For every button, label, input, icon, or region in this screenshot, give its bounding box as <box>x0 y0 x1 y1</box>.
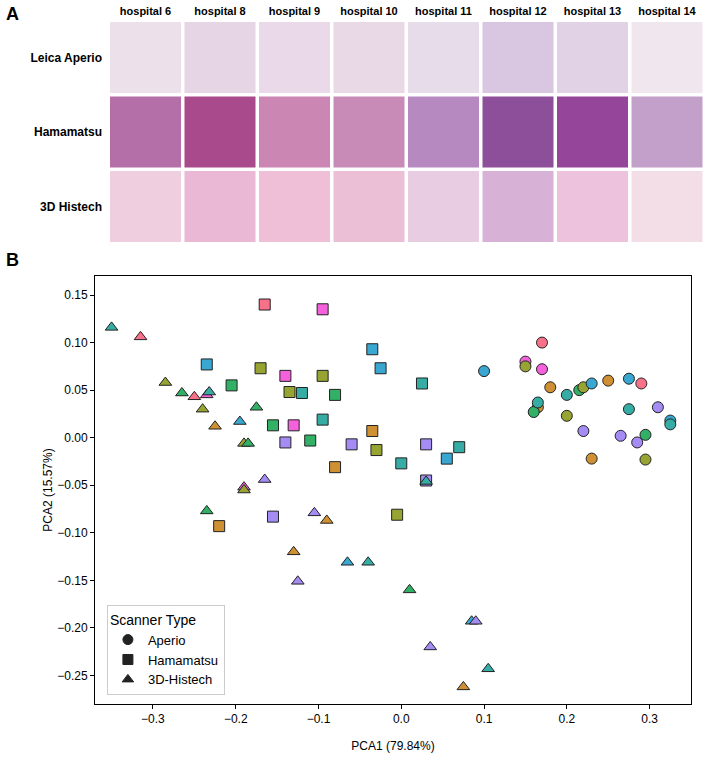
svg-text:−0.20: −0.20 <box>57 621 88 635</box>
svg-text:−0.25: −0.25 <box>57 669 88 683</box>
svg-text:−0.15: −0.15 <box>57 574 88 588</box>
svg-text:3D Histech: 3D Histech <box>40 200 102 214</box>
svg-text:hospital 11: hospital 11 <box>415 5 472 17</box>
svg-text:0.0: 0.0 <box>393 712 410 726</box>
svg-text:hospital 12: hospital 12 <box>489 5 546 17</box>
svg-text:hospital 9: hospital 9 <box>269 5 320 17</box>
svg-text:Hamamatsu: Hamamatsu <box>34 125 102 139</box>
svg-text:−0.10: −0.10 <box>57 526 88 540</box>
html-text:B: B <box>6 250 19 270</box>
svg-text:hospital 13: hospital 13 <box>564 5 621 17</box>
svg-text:hospital 8: hospital 8 <box>194 5 245 17</box>
svg-text:hospital 6: hospital 6 <box>120 5 171 17</box>
svg-text:−0.2: −0.2 <box>224 712 248 726</box>
svg-text:PCA2 (15.57%): PCA2 (15.57%) <box>41 448 55 531</box>
svg-text:hospital 14: hospital 14 <box>638 5 696 17</box>
svg-text:0.05: 0.05 <box>64 383 88 397</box>
svg-text:−0.3: −0.3 <box>141 712 165 726</box>
svg-text:Leica Aperio: Leica Aperio <box>30 51 102 65</box>
svg-text:hospital 10: hospital 10 <box>340 5 397 17</box>
svg-text:Scanner Type: Scanner Type <box>110 612 196 628</box>
svg-text:0.15: 0.15 <box>64 288 88 302</box>
svg-text:Aperio: Aperio <box>148 633 186 648</box>
svg-text:0.10: 0.10 <box>64 336 88 350</box>
svg-text:−0.1: −0.1 <box>307 712 331 726</box>
svg-text:0.2: 0.2 <box>558 712 575 726</box>
svg-text:−0.05: −0.05 <box>57 478 88 492</box>
svg-text:0.1: 0.1 <box>476 712 493 726</box>
svg-text:A: A <box>6 4 19 24</box>
svg-text:3D-Histech: 3D-Histech <box>148 672 212 687</box>
svg-text:PCA1 (79.84%): PCA1 (79.84%) <box>351 739 434 753</box>
svg-text:Hamamatsu: Hamamatsu <box>148 653 218 668</box>
svg-text:0.00: 0.00 <box>64 431 88 445</box>
svg-text:0.3: 0.3 <box>641 712 658 726</box>
